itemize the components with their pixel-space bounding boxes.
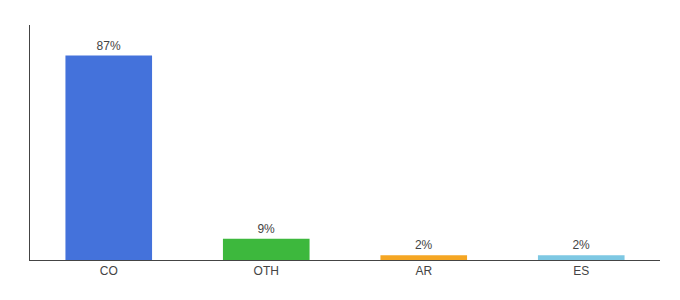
svg-text:2%: 2% <box>572 238 590 252</box>
svg-text:CO: CO <box>100 264 118 278</box>
svg-text:ES: ES <box>573 264 589 278</box>
svg-text:2%: 2% <box>415 238 433 252</box>
svg-text:AR: AR <box>415 264 432 278</box>
svg-text:87%: 87% <box>97 39 121 53</box>
svg-text:OTH: OTH <box>254 264 279 278</box>
svg-text:9%: 9% <box>257 222 275 236</box>
